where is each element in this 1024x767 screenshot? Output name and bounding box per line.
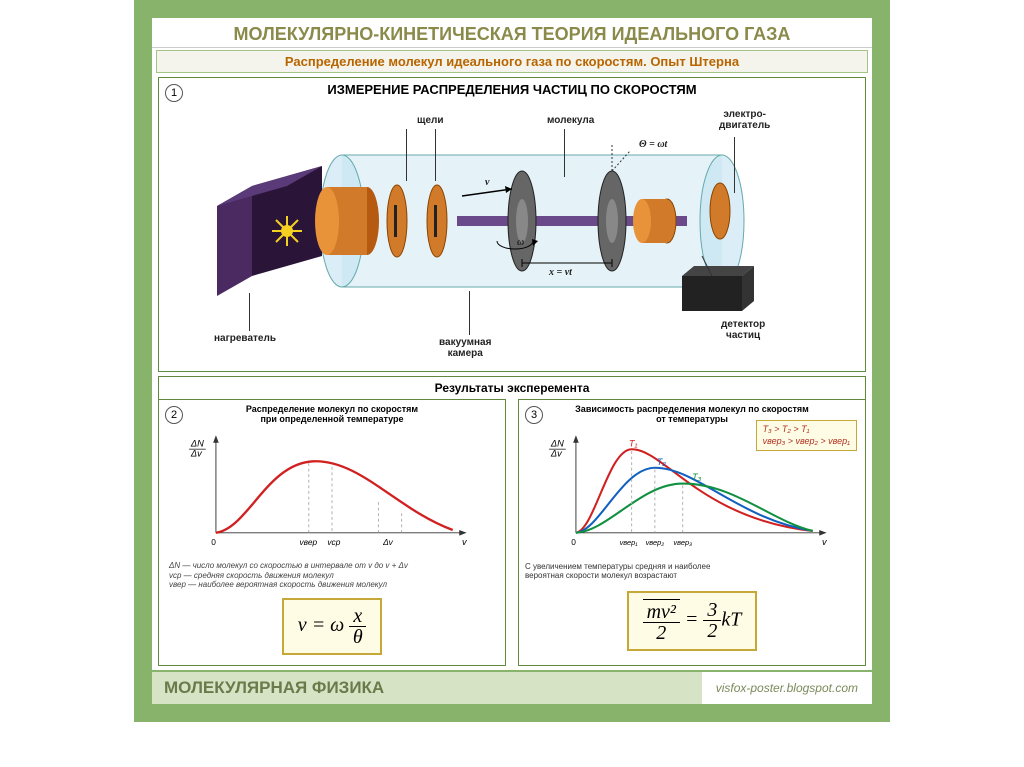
label-v: v [485,177,489,188]
temperature-box: T₃ > T₂ > T₁ vвер₃ > vвер₂ > vвер₁ [756,420,857,451]
poster: МОЛЕКУЛЯРНО-КИНЕТИЧЕСКАЯ ТЕОРИЯ ИДЕАЛЬНО… [134,0,890,722]
svg-text:vср: vср [327,537,340,547]
svg-text:vвер₂: vвер₂ [646,538,665,547]
svg-text:0: 0 [571,537,576,547]
results-row: 2 Распределение молекул по скоростям при… [152,399,872,670]
panel-section3: 3 Зависимость распределения молекул по с… [518,399,866,666]
formula3-wrap: mv²2 = 32kT [519,583,865,661]
main-title: МОЛЕКУЛЯРНО-КИНЕТИЧЕСКАЯ ТЕОРИЯ ИДЕАЛЬНО… [152,18,872,48]
svg-text:T₃: T₃ [692,472,702,482]
chart2-legend: ΔN — число молекул со скоростью в интерв… [159,561,505,590]
svg-text:v: v [822,537,828,547]
label-motor: электро- двигатель [719,109,770,131]
footer-left: МОЛЕКУЛЯРНАЯ ФИЗИКА [152,672,702,704]
section-number-2: 2 [165,406,183,424]
svg-text:T₁: T₁ [629,438,638,448]
label-slits: щели [417,115,444,126]
label-heater: нагреватель [214,333,276,344]
formula-velocity: v = ω xθ [282,598,382,655]
subtitle: Распределение молекул идеального газа по… [156,50,868,73]
label-detector: детектор частиц [721,319,765,341]
label-x: x = vt [549,267,572,278]
results-header: Результаты эксперемента [159,377,865,399]
label-molecule: молекула [547,115,594,126]
apparatus-panel: 1 ИЗМЕРЕНИЕ РАСПРЕДЕЛЕНИЯ ЧАСТИЦ ПО СКОР… [158,77,866,372]
section-number-3: 3 [525,406,543,424]
svg-text:vвер₁: vвер₁ [620,538,639,547]
label-theta: Θ = ωt [639,139,667,150]
footer: МОЛЕКУЛЯРНАЯ ФИЗИКА visfox-poster.blogsp… [152,670,872,704]
chart2-svg: ΔN Δv 0 vвер vср Δv v [159,426,505,556]
formula2-wrap: v = ω xθ [159,590,505,665]
svg-text:ΔN: ΔN [190,438,204,448]
label-omega: ω [517,237,524,248]
svg-text:T₂: T₂ [657,457,667,467]
panel-section2: 2 Распределение молекул по скоростям при… [158,399,506,666]
svg-text:Δv: Δv [190,449,203,459]
svg-text:Δv: Δv [382,537,394,547]
results-header-panel: Результаты эксперемента [158,376,866,399]
svg-text:v: v [462,537,468,547]
section1-title: ИЗМЕРЕНИЕ РАСПРЕДЕЛЕНИЯ ЧАСТИЦ ПО СКОРОС… [159,78,865,101]
apparatus-diagram: щели молекула электро- двигатель Θ = ωt … [159,101,865,371]
svg-text:ΔN: ΔN [550,438,564,448]
formula-energy: mv²2 = 32kT [627,591,758,651]
footer-right: visfox-poster.blogspot.com [702,681,872,695]
section2-title: Распределение молекул по скоростям при о… [159,400,505,426]
svg-text:vвер: vвер [300,537,318,547]
label-chamber: вакуумная камера [439,337,491,359]
svg-text:Δv: Δv [550,449,563,459]
svg-text:vвер₃: vвер₃ [673,538,692,547]
chart3-caption: С увеличением температуры средняя и наиб… [519,561,865,583]
section-number-1: 1 [165,84,183,102]
svg-text:0: 0 [211,537,216,547]
